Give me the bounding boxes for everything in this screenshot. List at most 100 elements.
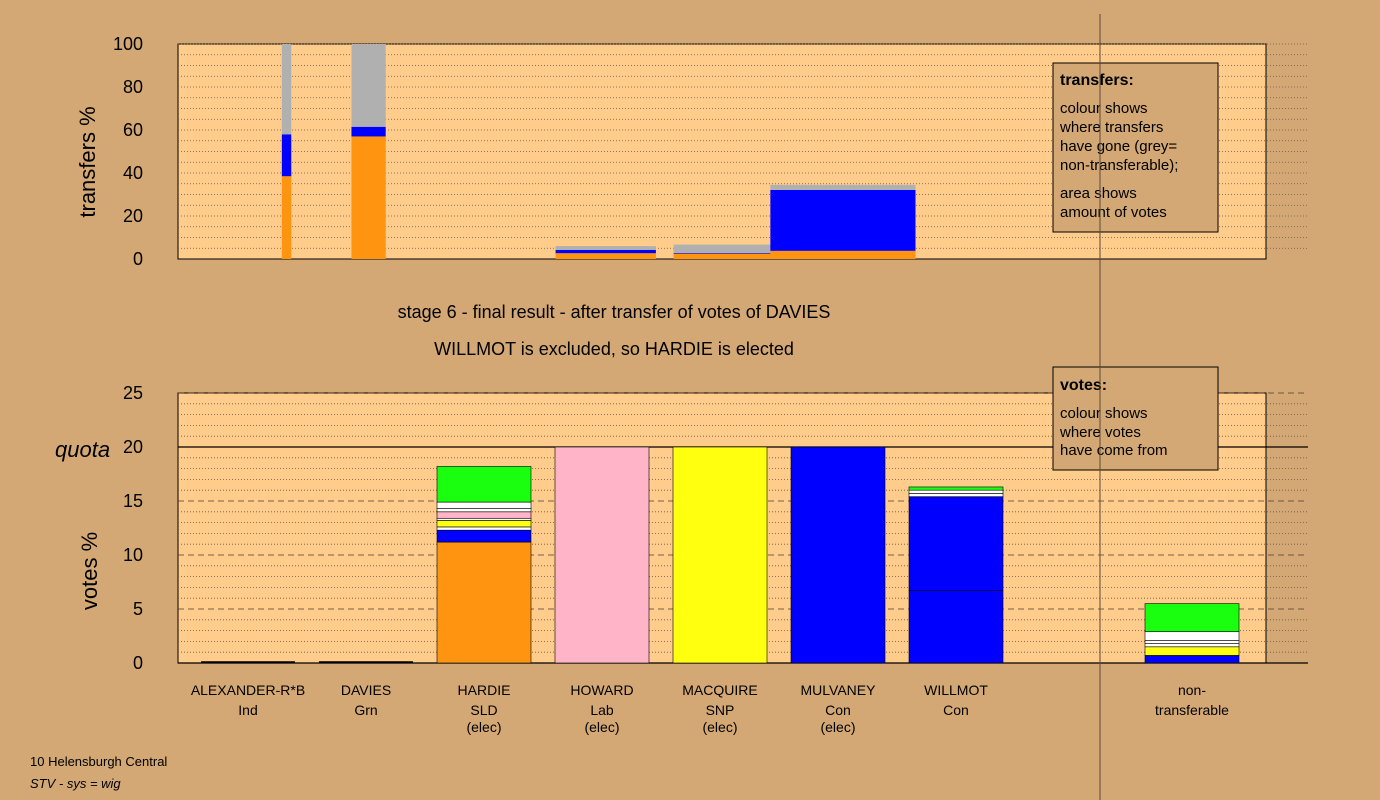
top-y-tick-label: 100 xyxy=(113,34,143,54)
vote-bar xyxy=(672,446,768,664)
transfer-segment xyxy=(351,126,386,137)
candidate-name: MULVANEY xyxy=(801,682,877,698)
transfer-segment xyxy=(673,253,774,259)
transfer-segment xyxy=(351,136,386,259)
transfer-segment xyxy=(770,189,916,251)
stage-subtitle: WILLMOT is excluded, so HARDIE is electe… xyxy=(434,339,794,359)
bottom-y-axis-label: votes % xyxy=(77,532,102,610)
candidate-name: DAVIES xyxy=(341,682,391,698)
votes-legend-line: have come from xyxy=(1060,442,1168,459)
vote-bar xyxy=(1144,603,1240,664)
transfer-segment xyxy=(281,44,292,135)
bottom-y-tick-label: 15 xyxy=(123,491,143,511)
candidate-party: transferable xyxy=(1155,702,1229,718)
vote-segment xyxy=(436,526,532,531)
transfers-legend-box xyxy=(1052,62,1219,233)
candidate-elected-note: (elec) xyxy=(584,719,619,735)
bottom-y-ticks: 0 5 10 15 20 25 xyxy=(123,383,143,673)
transfer-segment xyxy=(281,176,292,259)
votes-legend: votes: colour shows where votes have com… xyxy=(1052,366,1219,471)
candidate-party: Con xyxy=(943,702,969,718)
vote-segment xyxy=(554,446,650,664)
candidate-party: SNP xyxy=(706,702,735,718)
transfer-segment xyxy=(555,253,656,259)
bottom-y-tick-label: 25 xyxy=(123,383,143,403)
candidate-label: MULVANEY Con(elec) xyxy=(801,682,877,735)
bottom-y-tick-label: 0 xyxy=(133,653,143,673)
candidate-name: HOWARD xyxy=(570,682,633,698)
vote-segment xyxy=(908,493,1004,497)
quota-label: quota xyxy=(55,437,110,462)
vote-bars xyxy=(201,446,1240,664)
top-panel: 0 20 40 60 80 100 transfers % transfers: colo… xyxy=(75,34,1308,269)
transfer-segment xyxy=(770,184,916,190)
transfers-legend-line: amount of votes xyxy=(1060,204,1167,221)
vote-bar xyxy=(790,446,886,664)
transfer-segment xyxy=(673,252,774,254)
footer-ward: 10 Helensburgh Central xyxy=(30,754,167,769)
top-y-tick-label: 80 xyxy=(123,77,143,97)
vote-segment xyxy=(1144,640,1240,644)
candidate-label: HARDIE SLD(elec) xyxy=(458,682,511,735)
candidate-label: MACQUIRE SNP(elec) xyxy=(682,682,757,735)
candidate-elected-note: (elec) xyxy=(466,719,501,735)
transfers-legend-line: non-transferable); xyxy=(1060,157,1178,174)
vote-segment xyxy=(908,489,1004,494)
candidate-party: Lab xyxy=(590,702,614,718)
candidate-name: non- xyxy=(1178,682,1206,698)
candidate-name: WILLMOT xyxy=(924,682,988,698)
top-y-tick-label: 0 xyxy=(133,249,143,269)
vote-segment xyxy=(1144,603,1240,632)
vote-bar xyxy=(908,486,1004,664)
bottom-y-tick-label: 20 xyxy=(123,437,143,457)
candidate-name: MACQUIRE xyxy=(682,682,757,698)
candidate-label: DAVIES Grn xyxy=(341,682,391,718)
candidate-label: non-transferable xyxy=(1155,682,1229,718)
transfer-segment xyxy=(555,246,656,250)
transfer-segment xyxy=(555,249,656,254)
votes-legend-title: votes: xyxy=(1060,377,1107,394)
vote-segment xyxy=(1144,643,1240,648)
transfer-column xyxy=(770,184,916,259)
transfer-columns xyxy=(281,44,916,259)
vote-bar xyxy=(436,466,532,664)
candidate-party: Ind xyxy=(238,702,257,718)
top-y-tick-label: 20 xyxy=(123,206,143,226)
vote-segment xyxy=(436,508,532,513)
votes-legend-box xyxy=(1052,366,1219,471)
candidate-name: ALEXANDER-R*B xyxy=(191,682,305,698)
candidate-label: HOWARD Lab(elec) xyxy=(570,682,633,735)
vote-segment xyxy=(1144,646,1240,656)
vote-segment xyxy=(436,520,532,528)
bottom-panel: 0 5 10 15 20 25 votes % quota ALEXANDER-R*B In… xyxy=(55,366,1308,735)
vote-segment xyxy=(436,511,532,519)
vote-segment xyxy=(1144,631,1240,641)
stage-title: stage 6 - final result - after transfer … xyxy=(398,302,831,322)
candidate-elected-note: (elec) xyxy=(820,719,855,735)
votes-legend-line: colour shows xyxy=(1060,405,1148,422)
vote-segment xyxy=(1144,655,1240,664)
transfer-column xyxy=(281,44,292,259)
vote-segment xyxy=(908,486,1004,491)
transfer-segment xyxy=(351,44,386,127)
candidate-name: HARDIE xyxy=(458,682,511,698)
transfers-legend-line: have gone (grey= xyxy=(1060,138,1177,155)
transfers-legend-line: area shows xyxy=(1060,185,1137,202)
transfer-column xyxy=(351,44,386,259)
candidate-party: Grn xyxy=(354,702,377,718)
candidate-elected-note: (elec) xyxy=(702,719,737,735)
transfer-column xyxy=(555,246,656,259)
vote-bar xyxy=(554,446,650,664)
transfers-legend-title: transfers: xyxy=(1060,72,1134,89)
candidate-label: ALEXANDER-R*B Ind xyxy=(191,682,305,718)
vote-segment xyxy=(436,501,532,509)
footer-system: STV - sys = wig xyxy=(30,776,121,791)
transfers-legend-line: colour shows xyxy=(1060,100,1148,117)
transfer-segment xyxy=(770,250,916,259)
vote-segment xyxy=(436,466,532,503)
candidate-party: SLD xyxy=(470,702,497,718)
vote-segment xyxy=(436,529,532,543)
top-y-tick-label: 60 xyxy=(123,120,143,140)
candidate-party: Con xyxy=(825,702,851,718)
candidate-label: WILLMOT Con xyxy=(924,682,988,718)
